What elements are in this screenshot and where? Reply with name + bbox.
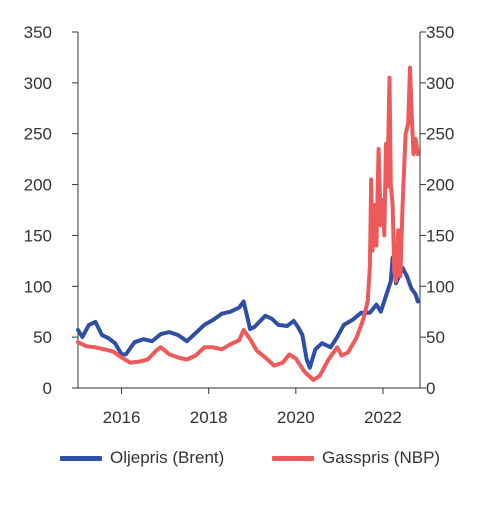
legend-label-oil: Oljepris (Brent): [110, 448, 225, 467]
x-tick-label: 2016: [103, 408, 141, 427]
right-y-tick-label: 350: [426, 23, 454, 42]
x-tick-label: 2018: [190, 408, 228, 427]
x-tick-label: 2020: [277, 408, 315, 427]
legend-item-gas: Gasspris (NBP): [272, 448, 440, 468]
left-y-tick-label: 100: [24, 277, 52, 296]
right-y-tick-label: 200: [426, 176, 454, 195]
left-y-tick-label: 50: [33, 328, 52, 347]
line-chart: 0 0 50 50 100 100 150 150 200 200 250 250 300 300 350 3…: [24, 23, 455, 427]
left-y-tick-label: 250: [24, 125, 52, 144]
x-tick-label: 2022: [364, 408, 402, 427]
legend-label-gas: Gasspris (NBP): [322, 448, 441, 467]
left-y-tick-label: 150: [24, 226, 52, 245]
legend-swatch-gas: [272, 455, 314, 461]
right-y-tick-label: 0: [426, 379, 435, 398]
left-y-tick-label: 350: [24, 23, 52, 42]
legend: Oljepris (Brent) Gasspris (NBP): [0, 448, 500, 478]
right-y-tick-label: 100: [426, 277, 454, 296]
right-y-tick-label: 150: [426, 226, 454, 245]
oil-price-series-line: [76, 255, 420, 370]
legend-item-oil: Oljepris (Brent): [60, 448, 224, 468]
right-y-tick-label: 50: [426, 328, 445, 347]
left-y-tick-label: 0: [43, 379, 52, 398]
left-y-tick-label: 200: [24, 176, 52, 195]
gas-price-series-line: [76, 65, 420, 382]
left-y-tick-label: 300: [24, 74, 52, 93]
right-y-tick-label: 250: [426, 125, 454, 144]
right-y-tick-label: 300: [426, 74, 454, 93]
legend-swatch-oil: [60, 455, 102, 461]
